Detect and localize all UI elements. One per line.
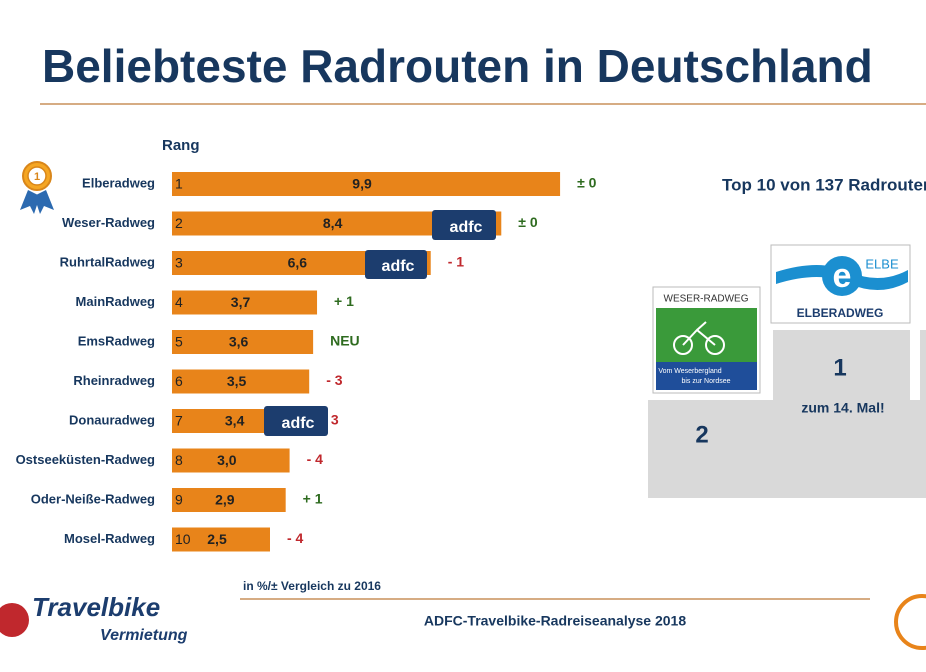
change-label: - 4 (307, 451, 324, 467)
category-label: RuhrtalRadweg (60, 254, 155, 269)
brand-logo: Travelbike Vermietung (0, 592, 188, 644)
badge-text: adfc (282, 415, 315, 432)
podium-title: Top 10 von 137 Radrouten (722, 175, 926, 194)
rank-label: 2 (175, 215, 183, 231)
category-label: EmsRadweg (78, 333, 155, 348)
adfc-badge: adfc (365, 250, 427, 279)
value-label: 8,4 (323, 215, 343, 231)
bar (172, 290, 318, 315)
bar (172, 330, 314, 354)
elbe-badge: ELBE (865, 256, 899, 271)
medal-label: 1 (34, 171, 40, 183)
value-label: 3,5 (227, 373, 247, 389)
bar-group: Elberadweg 1 9,9 ± 0 Weser-Radweg 2 8,4 ± 0 Ruhr… (16, 172, 597, 552)
value-label: 2,9 (215, 492, 235, 508)
weser-line: Vom Weserbergland (658, 368, 721, 375)
brand: Travelbike (32, 592, 160, 622)
medal: 1 (20, 161, 54, 214)
change-label: ± 0 (518, 214, 538, 230)
category-label: Rheinradweg (73, 373, 155, 388)
change-label: ± 0 (577, 175, 597, 191)
category-label: Oder-Neiße-Radweg (31, 491, 155, 506)
elbe-logo: e ELBE ELBERADWEG (770, 244, 911, 324)
adfc-badge: adfc (264, 406, 328, 436)
chart-title: Beliebteste Radrouten in Deutschland (42, 40, 873, 92)
weser-line: bis zur Nordsee (681, 378, 730, 385)
elbe-title: ELBERADWEG (797, 306, 884, 320)
value-label: 3,4 (225, 413, 245, 429)
brand-sub: Vermietung (100, 627, 188, 644)
change-label: + 1 (334, 293, 354, 309)
bar (172, 488, 286, 512)
podium-step (920, 330, 926, 400)
change-label: + 1 (303, 491, 323, 507)
podium-note: zum 14. Mal! (801, 400, 884, 416)
bar (172, 172, 561, 196)
category-label: Weser-Radweg (62, 215, 155, 230)
change-label: - 4 (287, 530, 304, 546)
adfc-badge: adfc (432, 210, 496, 240)
elbe-mark: e (833, 257, 852, 295)
category-label: MainRadweg (76, 294, 156, 309)
rank-label: 4 (175, 294, 183, 310)
category-label: Elberadweg (82, 175, 155, 190)
corner-logo (894, 594, 926, 650)
rank-label: 7 (175, 413, 183, 429)
badge-text: adfc (382, 258, 415, 275)
rank-label: 1 (175, 176, 183, 192)
value-label: 2,5 (207, 531, 227, 547)
value-label: 3,0 (217, 452, 237, 468)
value-label: 9,9 (352, 176, 372, 192)
value-label: 3,7 (231, 294, 251, 310)
change-label: - 3 (326, 372, 343, 388)
note: in %/± Vergleich zu 2016 (243, 579, 381, 593)
podium-first: 1 (833, 354, 846, 381)
podium-second: 2 (695, 421, 708, 448)
badge-text: adfc (450, 219, 483, 236)
change-label: - 1 (448, 254, 465, 270)
rank-label: 10 (175, 531, 191, 547)
weser-logo: WESER-RADWEG Vom Weserbergland bis zur N… (652, 286, 761, 394)
category-label: Donauradweg (69, 412, 155, 427)
category-label: Ostseeküsten-Radweg (16, 452, 155, 467)
weser-title: WESER-RADWEG (664, 294, 749, 305)
bar (172, 527, 270, 552)
change-label: NEU (330, 333, 360, 349)
rank-label: 8 (175, 452, 183, 468)
value-label: 6,6 (288, 255, 308, 271)
bar (172, 369, 310, 394)
rank-label: 6 (175, 373, 183, 389)
podium-step (648, 400, 926, 498)
rank-label: 5 (175, 334, 183, 350)
podium-step (773, 330, 910, 400)
source: ADFC-Travelbike-Radreiseanalyse 2018 (424, 613, 686, 629)
rank-header: Rang (162, 137, 200, 154)
rank-label: 3 (175, 255, 183, 271)
category-label: Mosel-Radweg (64, 531, 155, 546)
value-label: 3,6 (229, 334, 249, 350)
rank-label: 9 (175, 492, 183, 508)
bar (172, 448, 290, 473)
